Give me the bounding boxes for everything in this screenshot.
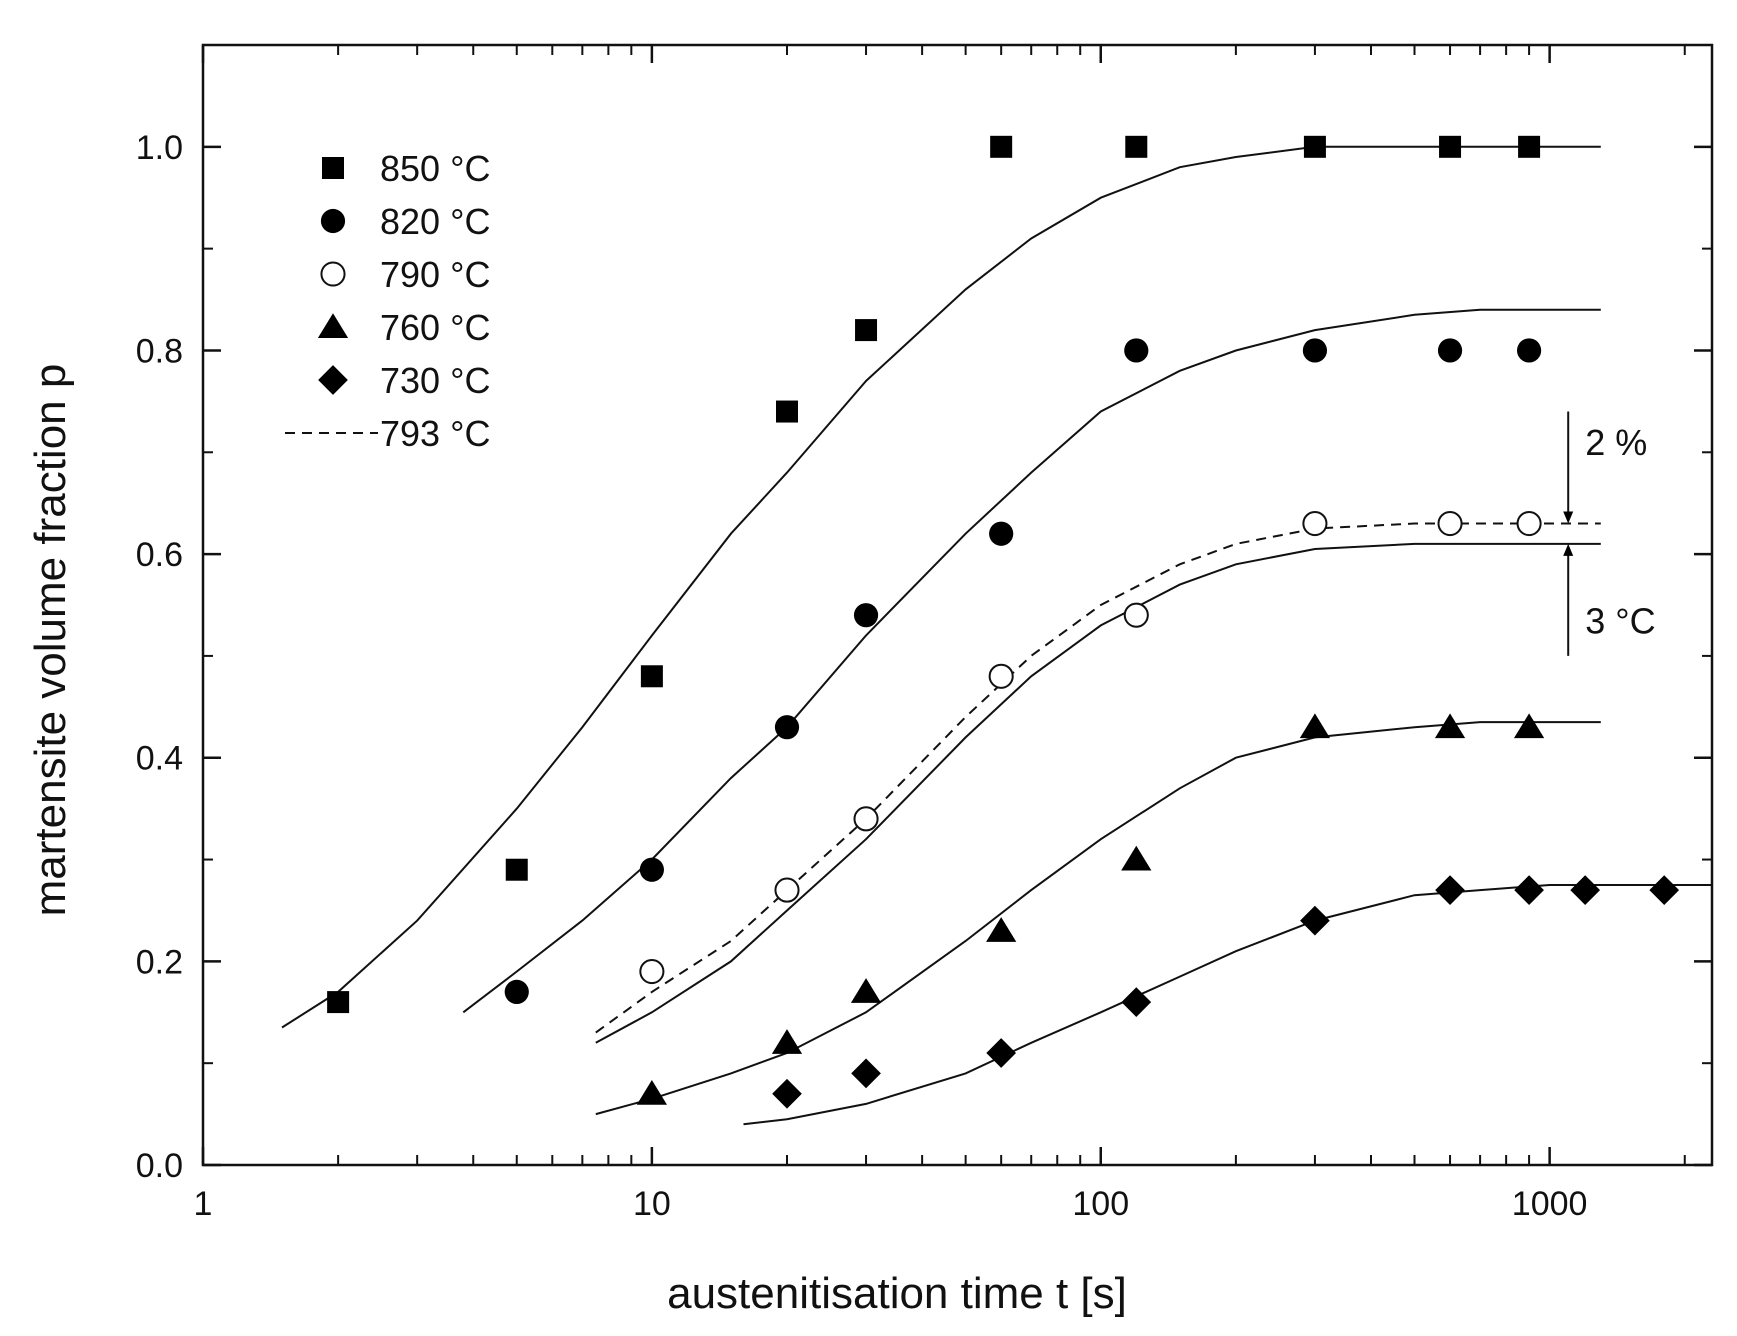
legend-label: 760 °C xyxy=(380,307,490,348)
data-point-circle xyxy=(639,857,664,882)
annotation-arrow-head xyxy=(1563,543,1574,556)
data-point-diamond xyxy=(851,1058,881,1089)
legend-marker xyxy=(317,313,349,338)
x-tick-label: 1000 xyxy=(1512,1185,1588,1223)
data-point-triangle xyxy=(636,1079,668,1105)
data-point-circle xyxy=(853,603,879,628)
annotation-label: 3 °C xyxy=(1585,600,1655,641)
annotation-arrow-head xyxy=(1563,511,1574,524)
data-point-circle xyxy=(988,663,1014,689)
data-point-circle xyxy=(774,715,800,740)
legend-label: 820 °C xyxy=(380,201,490,242)
x-tick-label: 1 xyxy=(194,1185,213,1223)
data-point-circle xyxy=(1516,510,1542,537)
data-point-circle xyxy=(1437,510,1463,537)
data-point-square xyxy=(640,665,663,688)
data-point-triangle xyxy=(1434,713,1466,739)
data-point-triangle xyxy=(771,1029,803,1054)
data-point-square xyxy=(505,858,528,881)
x-tick-label: 100 xyxy=(1072,1185,1129,1223)
fit-curve xyxy=(281,145,1601,1029)
legend-marker xyxy=(320,208,346,234)
data-point-circle xyxy=(1302,338,1328,363)
y-axis-label: martensite volume fraction p xyxy=(26,364,75,917)
data-point-circle xyxy=(504,979,529,1005)
y-tick-label: 0.2 xyxy=(136,943,183,981)
data-point-square xyxy=(1303,135,1326,158)
data-point-diamond xyxy=(1435,875,1465,905)
data-point-diamond xyxy=(1300,905,1330,936)
data-point-circle xyxy=(1302,510,1328,537)
data-point-triangle xyxy=(850,978,882,1003)
legend-label: 793 °C xyxy=(380,413,490,454)
data-point-triangle xyxy=(1121,845,1152,871)
fit-curve xyxy=(462,308,1601,1014)
legend-label: 850 °C xyxy=(380,148,490,189)
data-point-diamond xyxy=(1570,875,1601,905)
y-tick-label: 1.0 xyxy=(136,129,183,167)
data-point-square xyxy=(990,135,1013,158)
data-point-diamond xyxy=(1121,987,1152,1017)
data-point-square xyxy=(1439,135,1462,158)
data-point-triangle xyxy=(1299,713,1331,739)
x-axis-label: austenitisation time t [s] xyxy=(667,1269,1127,1318)
data-point-triangle xyxy=(1513,713,1545,739)
data-point-circle xyxy=(774,877,800,903)
legend-label: 790 °C xyxy=(380,254,490,295)
data-point-square xyxy=(855,319,878,342)
data-point-square xyxy=(327,991,350,1014)
y-tick-label: 0.0 xyxy=(136,1147,183,1185)
data-point-circle xyxy=(989,521,1014,546)
data-point-square xyxy=(1125,135,1148,158)
fit-curve xyxy=(743,884,1712,1126)
legend-marker xyxy=(322,157,344,179)
fit-curve xyxy=(595,721,1601,1116)
data-point-circle xyxy=(1437,338,1463,363)
data-point-square xyxy=(776,400,799,423)
annotation-label: 2 % xyxy=(1585,422,1647,463)
data-point-circle xyxy=(1123,602,1149,628)
dashed-fit-curve xyxy=(595,522,1601,1034)
data-point-circle xyxy=(1516,338,1542,363)
data-point-square xyxy=(1518,135,1541,158)
data-point-diamond xyxy=(1649,875,1680,905)
y-tick-label: 0.6 xyxy=(136,536,183,574)
y-tick-label: 0.8 xyxy=(136,332,183,370)
data-point-diamond xyxy=(1514,875,1544,905)
data-point-diamond xyxy=(986,1038,1017,1068)
legend-marker xyxy=(318,365,348,395)
fit-curve xyxy=(595,542,1601,1044)
data-point-circle xyxy=(639,958,665,985)
y-tick-label: 0.4 xyxy=(136,740,183,778)
data-point-circle xyxy=(1124,338,1149,363)
plot-area xyxy=(201,43,1714,1167)
data-point-diamond xyxy=(772,1078,802,1109)
data-point-circle xyxy=(853,806,879,832)
x-tick-label: 10 xyxy=(633,1185,671,1223)
data-point-triangle xyxy=(986,917,1017,942)
legend-marker xyxy=(320,261,346,287)
legend-label: 730 °C xyxy=(380,360,490,401)
